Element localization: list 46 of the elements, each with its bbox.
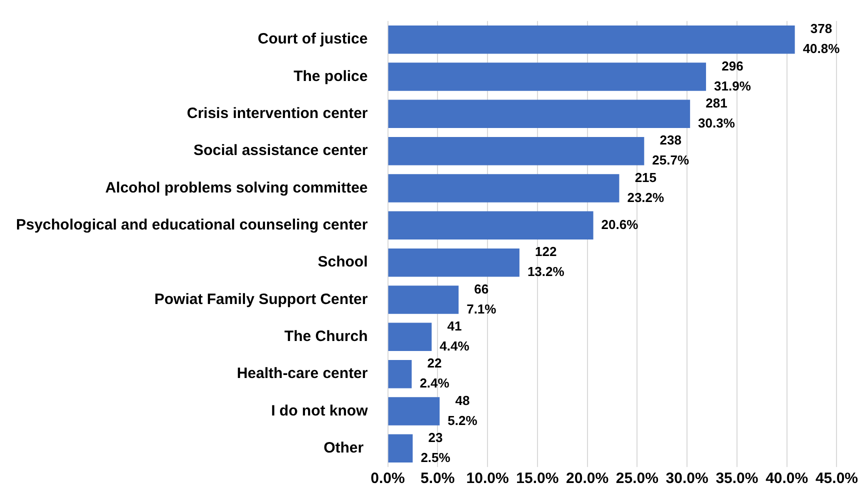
bar (388, 248, 520, 277)
y-tick-label: Other (324, 440, 368, 457)
x-tick-label: 0.0% (370, 470, 405, 488)
x-tick-label: 5.0% (420, 470, 455, 488)
x-tick-label: 10.0% (466, 470, 509, 488)
y-tick-label: The police (294, 68, 368, 85)
data-label: 122 13.2% (527, 244, 565, 280)
data-label: 281 30.3% (698, 95, 736, 130)
y-tick-label: Health-care center (236, 365, 368, 382)
bar (388, 62, 706, 91)
bar (388, 25, 795, 54)
y-tick-label: The Church (284, 328, 368, 346)
bar (388, 397, 440, 426)
bar (388, 136, 644, 166)
bar (388, 174, 620, 202)
y-tick-label: Powiat Family Support Center (154, 290, 368, 308)
data-label: 215 23.2% (627, 170, 665, 205)
x-tick-label: 35.0% (716, 470, 758, 488)
bar (388, 211, 594, 240)
x-tick-label: 30.0% (666, 470, 708, 488)
data-label: 66 7.1% (466, 281, 497, 316)
x-tick-label: 40.0% (766, 470, 808, 488)
data-label: 296 31.9% (714, 58, 752, 94)
x-tick-label: 15.0% (516, 470, 559, 488)
data-label: 378 40.8% (802, 21, 840, 56)
y-tick-label: Psychological and educational counseling center (16, 216, 368, 234)
bar (388, 434, 413, 463)
bar (388, 322, 432, 352)
data-label: 23 2.5% (420, 430, 451, 465)
y-tick-label: Crisis intervention center (186, 105, 368, 122)
data-label: 22 2.4% (420, 356, 450, 391)
y-tick-label: Court of justice (258, 30, 368, 48)
bar (388, 286, 459, 314)
y-tick-label: Social assistance center (193, 142, 368, 160)
data-label: 41 4.4% (440, 318, 470, 354)
bar (388, 360, 412, 388)
bar (388, 100, 690, 128)
data-label: 238 25.7% (652, 132, 690, 168)
data-label: 48 5.2% (448, 392, 478, 428)
y-tick-label: Alcohol problems solving committee (105, 179, 368, 196)
data-label: 20.6% (601, 216, 639, 232)
x-tick-label: 25.0% (616, 470, 658, 488)
x-tick-label: 45.0% (815, 470, 858, 488)
x-tick-label: 20.0% (566, 470, 609, 488)
y-tick-label: I do not know (271, 402, 368, 420)
y-tick-label: School (318, 254, 368, 271)
